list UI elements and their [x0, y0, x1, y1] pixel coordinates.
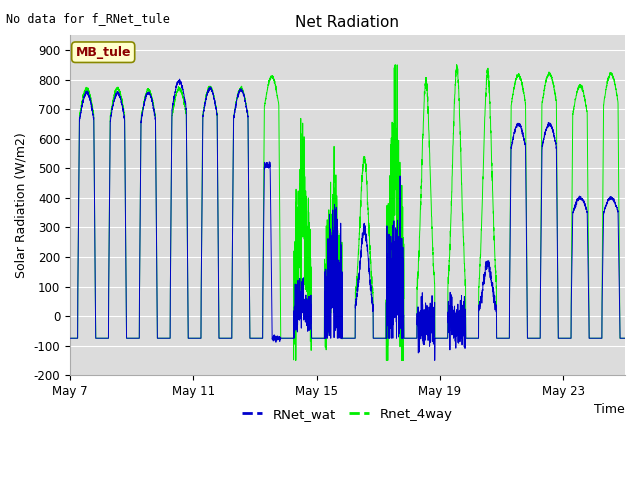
- Title: Net Radiation: Net Radiation: [296, 15, 399, 30]
- Text: No data for f_RNet_tule: No data for f_RNet_tule: [6, 12, 170, 25]
- X-axis label: Time: Time: [595, 404, 625, 417]
- Text: MB_tule: MB_tule: [76, 46, 131, 59]
- Y-axis label: Solar Radiation (W/m2): Solar Radiation (W/m2): [15, 132, 28, 278]
- Legend: RNet_wat, Rnet_4way: RNet_wat, Rnet_4way: [237, 403, 458, 426]
